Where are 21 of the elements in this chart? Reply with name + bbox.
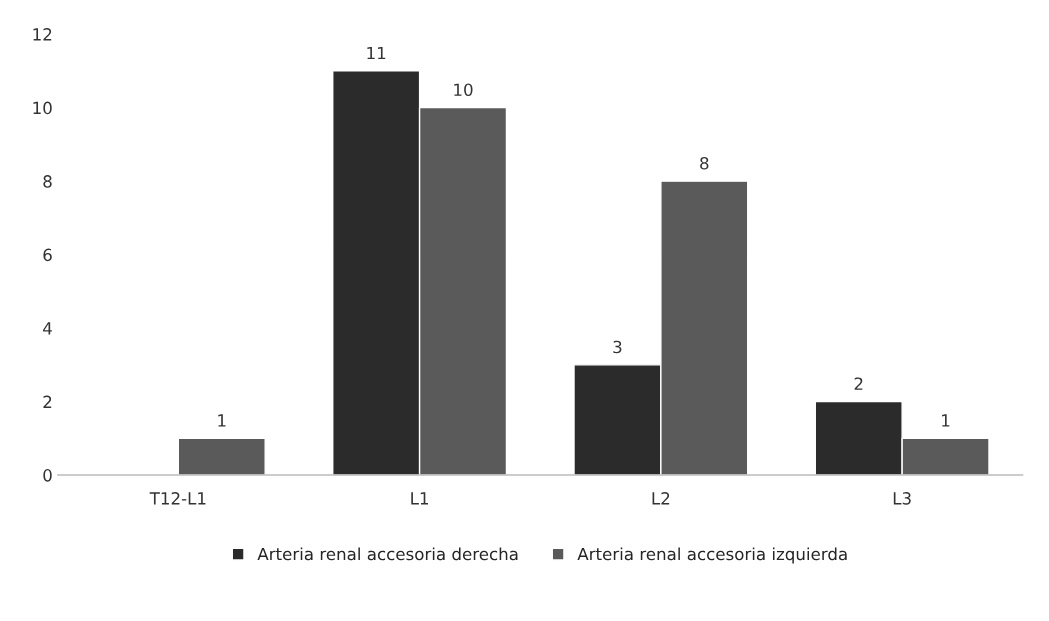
data-label: 8: [700, 156, 709, 170]
y-tick-label: 0: [43, 469, 52, 482]
x-tick-label: L2: [652, 492, 670, 505]
data-label: 1: [218, 414, 226, 427]
data-label: 2: [854, 377, 863, 390]
y-tick-label: 8: [43, 175, 52, 188]
x-tick-label: L1: [411, 492, 429, 505]
data-label: 11: [367, 46, 386, 60]
legend-label: Arteria renal accesoria izquierda: [577, 547, 847, 564]
legend-label: Arteria renal accesoria derecha: [257, 547, 518, 561]
y-tick-label: 10: [33, 101, 52, 115]
y-tick-label: 4: [43, 322, 52, 335]
data-label: 1: [942, 414, 950, 427]
x-tick-label: T12-L1: [149, 492, 206, 505]
bar: [177, 437, 266, 476]
y-tick-label: 12: [33, 28, 52, 41]
y-tick-label: 6: [43, 248, 52, 262]
data-label: 10: [454, 83, 473, 97]
x-tick-label: L3: [893, 492, 911, 505]
data-label: 3: [613, 340, 622, 354]
y-tick-label: 2: [43, 395, 52, 408]
